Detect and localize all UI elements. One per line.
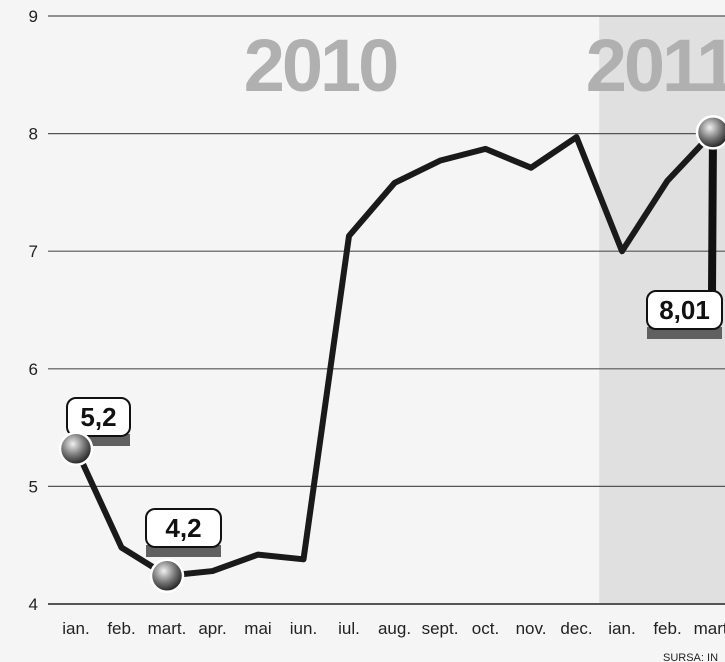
x-tick-label-10: nov. xyxy=(516,619,547,638)
x-tick-label-11: dec. xyxy=(560,619,592,638)
x-tick-label-12: ian. xyxy=(608,619,635,638)
data-point-marker-2 xyxy=(149,558,185,594)
x-tick-label-9: oct. xyxy=(472,619,499,638)
y-tick-label-7: 7 xyxy=(29,242,38,261)
data-point-marker-0 xyxy=(58,431,94,467)
callout-pointer xyxy=(708,132,717,293)
grid-lines xyxy=(48,15,725,605)
year-label-2011: 2011 xyxy=(586,24,725,107)
y-tick-label-9: 9 xyxy=(29,7,38,26)
x-tick-label-8: sept. xyxy=(422,619,459,638)
callout-label: 5,2 xyxy=(80,402,116,432)
x-tick-label-7: aug. xyxy=(378,619,411,638)
data-point-marker-14 xyxy=(695,115,725,150)
x-tick-label-5: iun. xyxy=(290,619,317,638)
callout-label: 8,01 xyxy=(659,295,710,325)
y-axis-ticks: 4 5 6 7 8 9 xyxy=(29,7,38,614)
x-tick-label-14: mart. xyxy=(694,619,725,638)
y-tick-label-4: 4 xyxy=(29,595,38,614)
x-tick-label-13: feb. xyxy=(653,619,681,638)
y-tick-label-8: 8 xyxy=(29,125,38,144)
x-tick-label-3: apr. xyxy=(198,619,226,638)
y-tick-label-6: 6 xyxy=(29,360,38,379)
callouts: 5,2 4,2 8,01 xyxy=(66,132,723,557)
x-tick-label-4: mai xyxy=(244,619,271,638)
y-tick-label-5: 5 xyxy=(29,477,38,496)
source-label: SURSA: IN xyxy=(663,652,718,662)
callout-box xyxy=(646,290,723,330)
x-tick-label-6: iul. xyxy=(338,619,360,638)
callout-2: 4,2 xyxy=(145,508,222,557)
callout-14: 8,01 xyxy=(646,132,723,339)
callout-label: 4,2 xyxy=(165,513,201,543)
x-axis-ticks: ian. feb. mart. apr. mai iun. iul. aug. sept. oct… xyxy=(62,619,725,638)
callout-box xyxy=(66,397,131,437)
year-label-2010: 2010 xyxy=(244,24,397,107)
x-tick-label-0: ian. xyxy=(62,619,89,638)
x-tick-label-2: mart. xyxy=(148,619,187,638)
callout-box xyxy=(145,508,222,548)
markers xyxy=(58,115,725,594)
x-tick-label-1: feb. xyxy=(107,619,135,638)
year-labels: 2010 2011 xyxy=(244,24,725,107)
